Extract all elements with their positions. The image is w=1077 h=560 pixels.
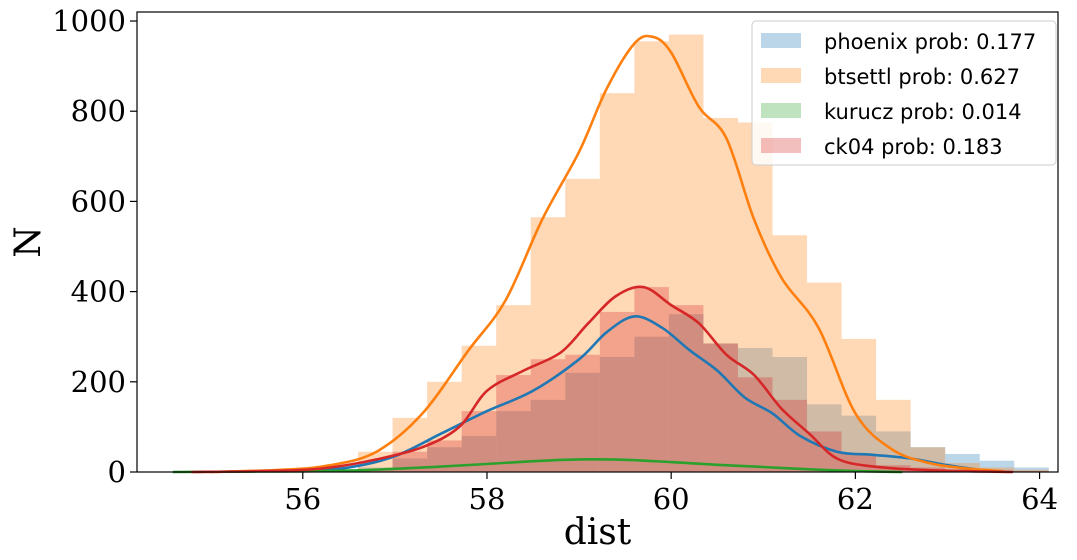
plot-frame <box>136 11 1059 473</box>
kde-curves <box>172 34 1014 474</box>
bar-s0-6 <box>565 372 600 472</box>
legend-box <box>751 20 1057 166</box>
y-tick-label: 200 <box>71 365 126 399</box>
legend: phoenix prob: 0.177 btsettl prob: 0.627 ku… <box>751 20 1057 166</box>
y-tick-label: 1000 <box>52 4 126 38</box>
bar-s0-7 <box>599 357 635 472</box>
x-axis-label: dist <box>564 512 632 553</box>
x-axis-ticks: 56 58 60 62 64 <box>284 472 1058 516</box>
bar-s1-7 <box>599 93 635 473</box>
bar-s1-15 <box>876 399 911 472</box>
kde-line-2 <box>172 457 903 474</box>
x-tick-label: 64 <box>1021 482 1058 516</box>
bar-s1-5 <box>530 217 566 472</box>
bar-s3-14 <box>841 453 877 472</box>
bar-s1-19 <box>1014 469 1049 472</box>
x-tick-label: 58 <box>469 482 506 516</box>
bar-s3-4 <box>496 375 531 472</box>
legend-label-3: ck04 prob: 0.183 <box>824 135 1003 159</box>
bar-s1-11 <box>737 122 773 472</box>
bar-s0-8 <box>634 336 669 472</box>
kde-line-1 <box>209 34 1004 474</box>
legend-swatch-1 <box>761 68 801 83</box>
kde-line-0 <box>301 315 986 473</box>
x-tick-label: 56 <box>284 482 321 516</box>
bar-s3-11 <box>737 377 773 472</box>
bar-s3-7 <box>599 311 635 472</box>
y-tick-label: 600 <box>71 184 126 218</box>
legend-label-2: kurucz prob: 0.014 <box>824 100 1022 124</box>
bar-s1-14 <box>841 338 877 472</box>
bar-s1-8 <box>634 41 669 473</box>
bar-s3-5 <box>530 359 566 472</box>
legend-swatch-2 <box>761 103 801 118</box>
legend-label-1: btsettl prob: 0.627 <box>824 65 1020 89</box>
bar-s1-6 <box>565 178 600 473</box>
bar-s1-13 <box>807 282 842 472</box>
bar-s3-8 <box>634 287 669 472</box>
x-tick-label: 62 <box>837 482 874 516</box>
bar-s0-18 <box>979 460 1015 472</box>
kde-line-3 <box>191 285 1014 474</box>
legend-swatch-3 <box>761 138 801 153</box>
legend-swatch-0 <box>761 33 801 48</box>
bar-s1-10 <box>703 117 738 472</box>
bar-s3-9 <box>668 305 704 472</box>
bar-s1-9 <box>668 34 704 473</box>
y-tick-label: 400 <box>71 275 126 309</box>
bar-s0-12 <box>772 357 808 472</box>
bar-s0-9 <box>668 314 704 472</box>
x-tick-label: 60 <box>653 482 690 516</box>
histogram-bars <box>358 34 1049 473</box>
legend-label-0: phoenix prob: 0.177 <box>824 30 1036 54</box>
bar-s3-6 <box>565 354 600 472</box>
bar-s1-4 <box>496 305 531 472</box>
y-axis-ticks: 0 200 400 600 800 1000 <box>52 4 137 489</box>
bar-s0-19 <box>1014 467 1049 472</box>
y-tick-label: 0 <box>108 455 126 489</box>
y-axis-label: N <box>8 226 49 258</box>
y-tick-label: 800 <box>71 94 126 128</box>
